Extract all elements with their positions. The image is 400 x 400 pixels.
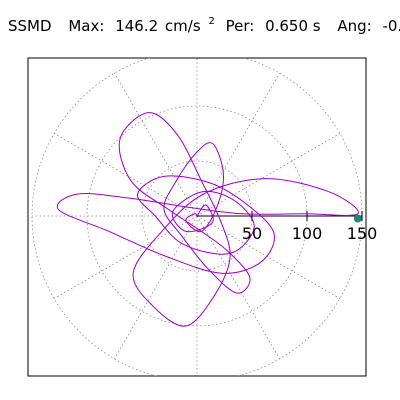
header-title: SSMD Max: 146.2 cm/s 2 Per: 0.650 s Ang:… bbox=[8, 10, 400, 35]
station-code: SSMD bbox=[8, 17, 52, 35]
radial-tick-label-150: 150 bbox=[347, 224, 378, 243]
max-value: 146.2 bbox=[115, 17, 158, 35]
max-unit-exponent: 2 bbox=[208, 16, 214, 27]
max-label: Max: bbox=[68, 17, 104, 35]
grid-spoke-210 bbox=[53, 215, 198, 299]
grid-spoke-300 bbox=[196, 215, 280, 360]
period-label: Per: bbox=[226, 17, 255, 35]
angle-label: Ang: bbox=[337, 17, 371, 35]
max-unit: cm/s bbox=[165, 17, 201, 35]
grid-spoke-240 bbox=[114, 215, 198, 360]
grid-spoke-330 bbox=[196, 215, 341, 299]
trace-layer bbox=[56, 112, 362, 327]
grid-spoke-150 bbox=[53, 133, 198, 217]
period-value: 0.650 s bbox=[265, 17, 321, 35]
radial-tick-label-50: 50 bbox=[242, 224, 262, 243]
grid-spoke-120 bbox=[114, 72, 198, 217]
tick-labels: 50 100 150 bbox=[242, 224, 377, 243]
grid-spoke-60 bbox=[196, 72, 280, 217]
angle-value: -0.9 bbox=[383, 17, 400, 35]
grid-spoke-30 bbox=[196, 133, 341, 217]
radial-axis bbox=[197, 211, 363, 221]
motion-trace-0 bbox=[56, 112, 359, 327]
max-point-marker bbox=[353, 214, 362, 223]
radial-tick-label-100: 100 bbox=[292, 224, 323, 243]
